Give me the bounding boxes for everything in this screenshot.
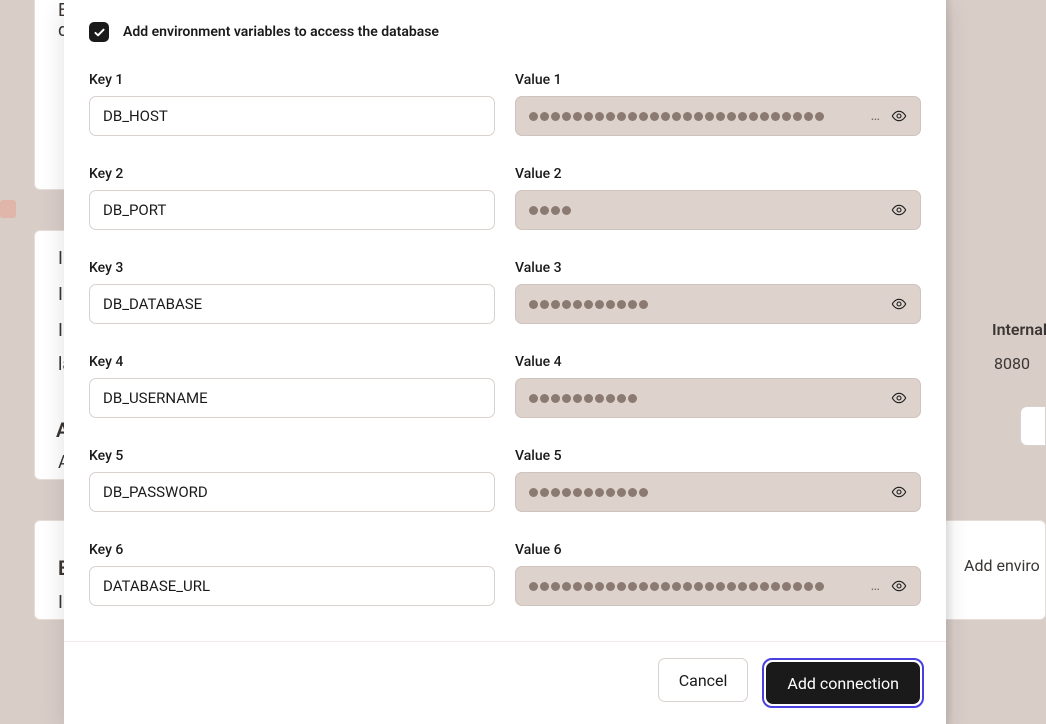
env-var-value-field[interactable]: … <box>515 472 921 512</box>
env-var-key-col: Key 5 <box>89 448 495 512</box>
env-var-value-label: Value 6 <box>515 542 921 558</box>
modal-footer: Cancel Add connection <box>64 641 946 724</box>
env-var-key-input[interactable] <box>89 96 495 136</box>
masked-value-dots <box>529 488 880 497</box>
env-var-key-col: Key 1 <box>89 72 495 136</box>
eye-icon <box>891 484 907 500</box>
add-connection-modal: ▲ ▼ Add environment variables to access … <box>64 0 946 724</box>
env-var-value-label: Value 3 <box>515 260 921 276</box>
env-var-row: Key 1 Value 1 … <box>89 72 921 136</box>
reveal-value-button[interactable] <box>890 389 908 407</box>
env-var-row: Key 4 Value 4 … <box>89 354 921 418</box>
add-connection-focus-ring: Add connection <box>762 658 924 708</box>
eye-icon <box>891 296 907 312</box>
eye-icon <box>891 108 907 124</box>
reveal-value-button[interactable] <box>890 201 908 219</box>
env-var-key-label: Key 1 <box>89 72 495 88</box>
env-var-value-col: Value 2 … <box>515 166 921 230</box>
add-connection-button[interactable]: Add connection <box>766 662 920 704</box>
reveal-value-button[interactable] <box>890 295 908 313</box>
check-icon <box>93 26 106 39</box>
env-var-key-col: Key 6 <box>89 542 495 606</box>
eye-icon <box>891 202 907 218</box>
masked-value-dots <box>529 206 880 215</box>
env-var-value-field[interactable]: … <box>515 378 921 418</box>
masked-value-ellipsis: … <box>871 108 880 124</box>
env-var-key-input[interactable] <box>89 190 495 230</box>
eye-icon <box>891 578 907 594</box>
masked-value-dots <box>529 300 880 309</box>
add-env-vars-checkbox-row: Add environment variables to access the … <box>89 22 921 42</box>
env-var-value-label: Value 4 <box>515 354 921 370</box>
env-var-key-col: Key 2 <box>89 166 495 230</box>
env-var-key-label: Key 6 <box>89 542 495 558</box>
env-var-value-label: Value 5 <box>515 448 921 464</box>
env-var-key-label: Key 5 <box>89 448 495 464</box>
env-var-key-label: Key 3 <box>89 260 495 276</box>
bg-accent-strip <box>0 200 16 218</box>
reveal-value-button[interactable] <box>890 483 908 501</box>
cancel-button[interactable]: Cancel <box>658 658 749 702</box>
env-var-key-input[interactable] <box>89 284 495 324</box>
reveal-value-button[interactable] <box>890 577 908 595</box>
env-var-value-col: Value 4 … <box>515 354 921 418</box>
masked-value-ellipsis: … <box>871 578 880 594</box>
env-var-value-label: Value 1 <box>515 72 921 88</box>
bg-text-fragment: 8080 <box>994 354 1030 373</box>
env-var-value-col: Value 5 … <box>515 448 921 512</box>
env-var-key-label: Key 2 <box>89 166 495 182</box>
env-var-value-field[interactable]: … <box>515 190 921 230</box>
env-var-row: Key 3 Value 3 … <box>89 260 921 324</box>
eye-icon <box>891 390 907 406</box>
env-var-value-field[interactable]: … <box>515 284 921 324</box>
env-var-key-col: Key 4 <box>89 354 495 418</box>
add-env-vars-checkbox[interactable] <box>89 22 109 42</box>
env-var-value-field[interactable]: … <box>515 96 921 136</box>
masked-value-dots <box>529 112 865 121</box>
env-var-row: Key 6 Value 6 … <box>89 542 921 606</box>
env-var-value-col: Value 1 … <box>515 72 921 136</box>
env-var-key-label: Key 4 <box>89 354 495 370</box>
bg-button-fragment <box>1020 406 1046 446</box>
reveal-value-button[interactable] <box>890 107 908 125</box>
masked-value-dots <box>529 394 880 403</box>
env-var-value-col: Value 6 … <box>515 542 921 606</box>
env-var-value-col: Value 3 … <box>515 260 921 324</box>
add-env-vars-label: Add environment variables to access the … <box>123 24 439 40</box>
env-var-key-input[interactable] <box>89 566 495 606</box>
env-var-key-input[interactable] <box>89 378 495 418</box>
bg-text-fragment: Internal <box>992 320 1046 339</box>
env-var-key-input[interactable] <box>89 472 495 512</box>
env-var-key-col: Key 3 <box>89 260 495 324</box>
env-var-row: Key 2 Value 2 … <box>89 166 921 230</box>
masked-value-dots <box>529 582 865 591</box>
bg-text-fragment: Add enviro <box>964 556 1040 575</box>
env-var-value-field[interactable]: … <box>515 566 921 606</box>
env-var-value-label: Value 2 <box>515 166 921 182</box>
modal-body: ▲ ▼ Add environment variables to access … <box>64 0 946 641</box>
env-var-row: Key 5 Value 5 … <box>89 448 921 512</box>
